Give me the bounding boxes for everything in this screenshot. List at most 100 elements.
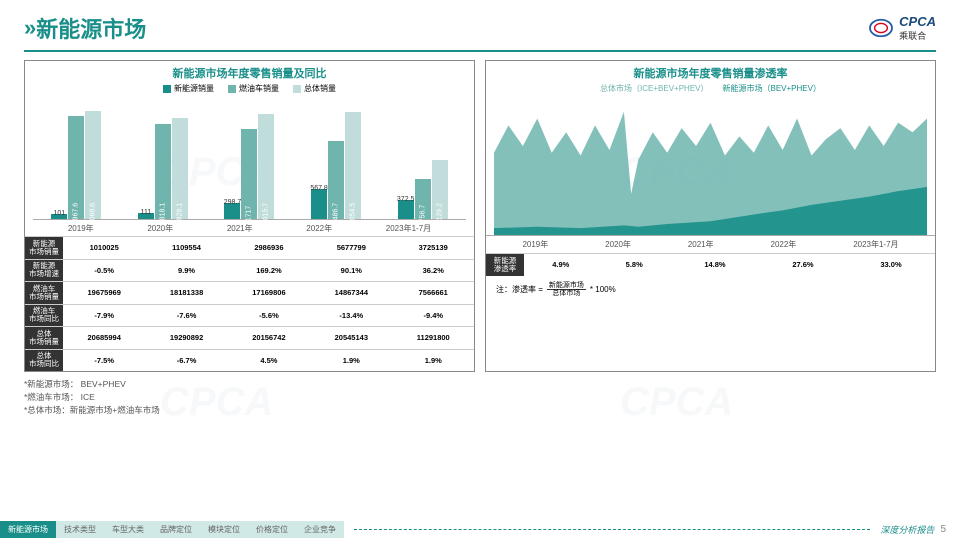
x-label: 2019年 — [68, 223, 94, 234]
bar-group: 1111818.11929.1 — [138, 118, 188, 219]
table-row-header: 总体市场销量 — [25, 327, 63, 350]
table-cell: 9.9% — [145, 259, 227, 282]
bar-group: 1011967.62068.6 — [51, 111, 101, 219]
x-label: 2020年 — [605, 239, 631, 250]
tabs: 新能源市场技术类型车型大类品牌定位模块定位价格定位企业竞争 — [0, 521, 344, 538]
table-cell: 20156742 — [228, 327, 310, 350]
legend-item: 总体市场（ICE+BEV+PHEV） — [600, 83, 708, 94]
table-cell: 3725139 — [393, 237, 475, 260]
table-cell: 19675969 — [63, 282, 145, 305]
table-cell: 5677799 — [310, 237, 392, 260]
bar: 1486.7 — [328, 141, 344, 219]
legend-item: 新能源市场（BEV+PHEV） — [723, 83, 821, 94]
table-cell: -6.7% — [145, 349, 227, 371]
footer: 新能源市场技术类型车型大类品牌定位模块定位价格定位企业竞争 深度分析报告 5 — [0, 518, 960, 540]
formula-note: 注：渗透率 = 新能源市场总体市场 * 100% — [486, 276, 935, 303]
table-cell: 90.1% — [310, 259, 392, 282]
x-label: 2021年 — [688, 239, 714, 250]
right-panel: 新能源市场年度零售销量渗透率 总体市场（ICE+BEV+PHEV） 新能源市场（B… — [485, 60, 936, 372]
x-label: 2020年 — [147, 223, 173, 234]
x-label: 2023年1-7月 — [386, 223, 431, 234]
table-cell: -0.5% — [63, 259, 145, 282]
table-cell: 17169806 — [228, 282, 310, 305]
bar-group: 567.81486.72054.5 — [311, 112, 361, 219]
table-cell: 27.6% — [759, 254, 847, 276]
x-label: 2023年1-7月 — [853, 239, 898, 250]
divider — [24, 50, 936, 52]
page-title: 新能源市场 — [36, 12, 867, 44]
table-cell: 33.0% — [847, 254, 935, 276]
right-legend: 总体市场（ICE+BEV+PHEV） 新能源市场（BEV+PHEV） — [486, 83, 935, 96]
bar: 101 — [51, 214, 67, 219]
table-row-header: 总体市场同比 — [25, 349, 63, 371]
table-cell: 1.9% — [393, 349, 475, 371]
left-panel: 新能源市场年度零售销量及同比 新能源销量 燃油车销量 总体销量 1011967.62… — [24, 60, 475, 372]
bar: 111 — [138, 213, 154, 219]
x-label: 2022年 — [306, 223, 332, 234]
table-row-header: 新能源市场增速 — [25, 259, 63, 282]
table-cell: -7.6% — [145, 304, 227, 327]
table-cell: 14867344 — [310, 282, 392, 305]
bar: 372.5 — [398, 200, 414, 219]
table-cell: -9.4% — [393, 304, 475, 327]
table-cell: 20685994 — [63, 327, 145, 350]
logo-subtitle: 乘联合 — [899, 29, 936, 42]
bar: 567.8 — [311, 189, 327, 219]
table-cell: 4.9% — [524, 254, 597, 276]
table-row-header: 新能源渗透率 — [486, 254, 524, 276]
right-chart-title: 新能源市场年度零售销量渗透率 — [486, 61, 935, 83]
bar: 1929.1 — [172, 118, 188, 219]
table-cell: -5.6% — [228, 304, 310, 327]
bar: 1129.2 — [432, 160, 448, 219]
x-label: 2021年 — [227, 223, 253, 234]
tab[interactable]: 价格定位 — [248, 521, 296, 538]
bar: 2015.7 — [258, 114, 274, 219]
page-number: 5 — [940, 524, 946, 535]
table-cell: 36.2% — [393, 259, 475, 282]
table-cell: 18181338 — [145, 282, 227, 305]
tab[interactable]: 企业竞争 — [296, 521, 344, 538]
table-cell: 4.5% — [228, 349, 310, 371]
table-cell: 20545143 — [310, 327, 392, 350]
footnotes: *新能源市场： BEV+PHEV*燃油车市场： ICE*总体市场：新能源市场+燃… — [0, 372, 960, 416]
table-cell: 14.8% — [671, 254, 759, 276]
tab[interactable]: 新能源市场 — [0, 521, 56, 538]
logo: CPCA 乘联合 — [867, 14, 936, 42]
note-line: *新能源市场： BEV+PHEV — [24, 378, 936, 391]
bar: 2068.6 — [85, 111, 101, 219]
x-label: 2022年 — [771, 239, 797, 250]
table-cell: -7.9% — [63, 304, 145, 327]
bar: 1818.1 — [155, 124, 171, 219]
table-cell: -7.5% — [63, 349, 145, 371]
table-cell: 11291800 — [393, 327, 475, 350]
note-line: *总体市场：新能源市场+燃油车市场 — [24, 404, 936, 417]
legend-item: 新能源销量 — [163, 83, 214, 94]
chevron-icon: » — [24, 15, 30, 41]
table-cell: 2986936 — [228, 237, 310, 260]
tab[interactable]: 技术类型 — [56, 521, 104, 538]
left-table: 新能源市场销量101002511095542986936567779937251… — [25, 236, 474, 371]
tab[interactable]: 车型大类 — [104, 521, 152, 538]
table-cell: -13.4% — [310, 304, 392, 327]
bar-group: 298.717172015.7 — [224, 114, 274, 219]
left-chart-title: 新能源市场年度零售销量及同比 — [25, 61, 474, 83]
x-label: 2019年 — [522, 239, 548, 250]
bar-group: 372.5756.71129.2 — [398, 160, 448, 219]
table-row-header: 燃油车市场销量 — [25, 282, 63, 305]
logo-text: CPCA — [899, 14, 936, 29]
footer-text: 深度分析报告 — [880, 523, 934, 536]
table-cell: 5.8% — [597, 254, 670, 276]
table-cell: 1.9% — [310, 349, 392, 371]
note-line: *燃油车市场： ICE — [24, 391, 936, 404]
table-cell: 7566661 — [393, 282, 475, 305]
table-cell: 1109554 — [145, 237, 227, 260]
bar-chart: 1011967.62068.61111818.11929.1298.717172… — [25, 96, 474, 236]
tab[interactable]: 模块定位 — [200, 521, 248, 538]
table-cell: 1010025 — [63, 237, 145, 260]
legend-item: 总体销量 — [293, 83, 336, 94]
table-row-header: 燃油车市场同比 — [25, 304, 63, 327]
bar: 1717 — [241, 129, 257, 219]
bar: 298.7 — [224, 203, 240, 219]
tab[interactable]: 品牌定位 — [152, 521, 200, 538]
legend-item: 燃油车销量 — [228, 83, 279, 94]
